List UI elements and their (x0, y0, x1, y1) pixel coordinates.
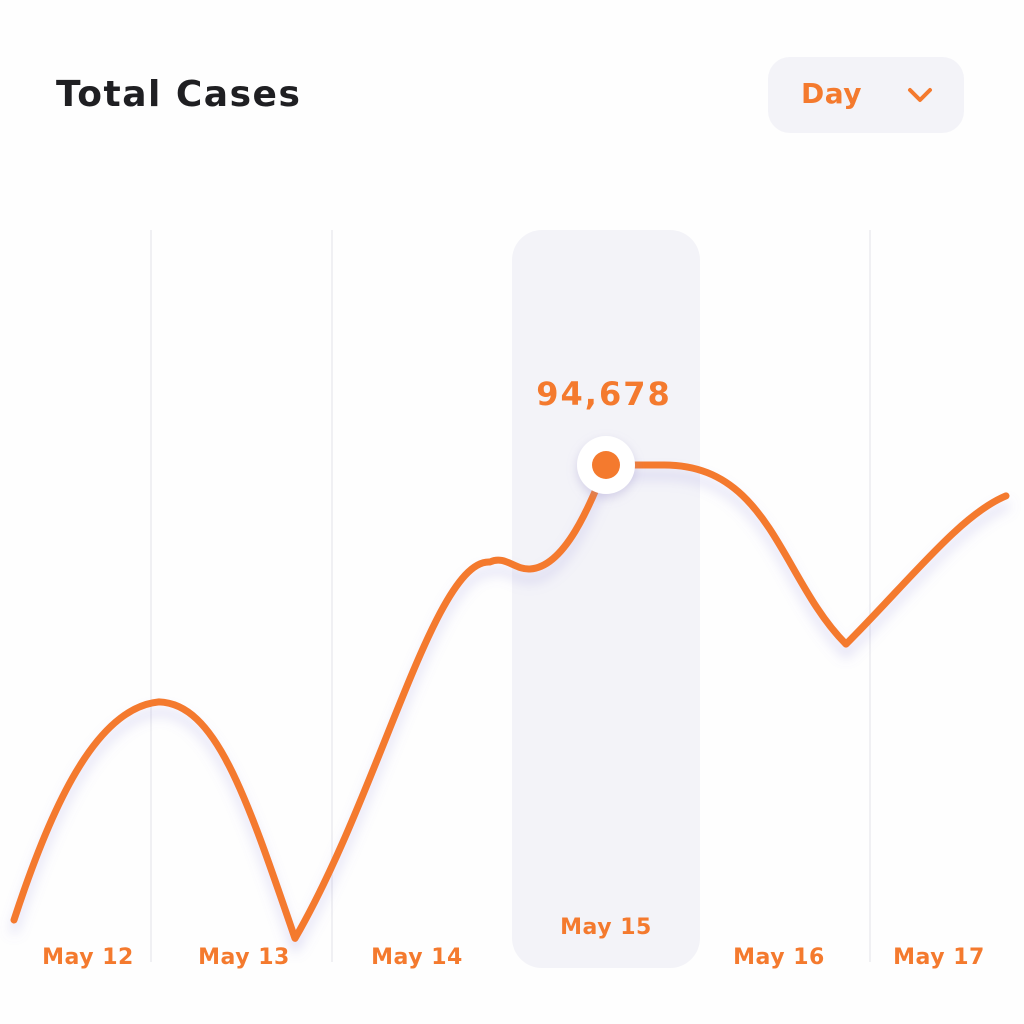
data-point-may-15 (592, 451, 620, 479)
page-title: Total Cases (56, 74, 302, 115)
highlight-band (512, 230, 700, 968)
period-dropdown-label: Day (801, 77, 863, 110)
x-tick-label: May 12 (42, 945, 134, 970)
x-tick-label: May 16 (733, 945, 825, 970)
series-line (10, 461, 1010, 942)
chevron-down-icon (908, 88, 932, 102)
period-dropdown[interactable]: Day (768, 57, 964, 133)
x-tick-label: May 17 (893, 945, 985, 970)
x-tick-label: May 15 (560, 915, 652, 940)
data-label-may-15: 94,678 (536, 375, 671, 413)
x-tick-label: May 14 (371, 945, 463, 970)
x-tick-label: May 13 (198, 945, 290, 970)
